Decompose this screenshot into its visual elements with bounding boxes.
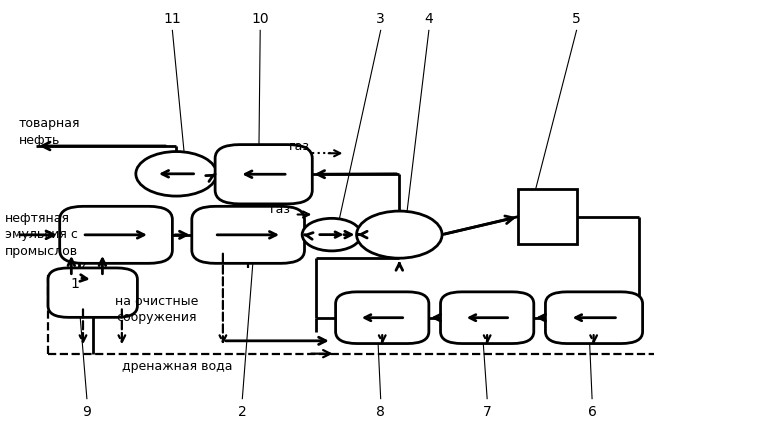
Text: на очистные
сооружения: на очистные сооружения bbox=[115, 294, 199, 324]
Text: 6: 6 bbox=[587, 405, 597, 418]
FancyBboxPatch shape bbox=[215, 145, 312, 204]
Text: 11: 11 bbox=[164, 12, 181, 25]
Text: 3: 3 bbox=[376, 12, 385, 25]
FancyBboxPatch shape bbox=[545, 292, 643, 344]
Text: 8: 8 bbox=[376, 405, 385, 418]
Text: 10: 10 bbox=[251, 12, 269, 25]
FancyBboxPatch shape bbox=[48, 268, 137, 318]
Text: дренажная вода: дренажная вода bbox=[122, 359, 232, 372]
Text: нефтяная
эмульсия с
промыслов: нефтяная эмульсия с промыслов bbox=[5, 211, 79, 257]
Circle shape bbox=[136, 152, 217, 197]
FancyBboxPatch shape bbox=[60, 207, 172, 264]
Circle shape bbox=[356, 212, 442, 258]
Text: газ: газ bbox=[289, 140, 310, 153]
Text: 4: 4 bbox=[424, 12, 433, 25]
FancyBboxPatch shape bbox=[335, 292, 429, 344]
Text: 9: 9 bbox=[83, 405, 91, 418]
Bar bbox=[518, 189, 576, 245]
Text: 7: 7 bbox=[483, 405, 491, 418]
Text: 2: 2 bbox=[238, 405, 246, 418]
FancyBboxPatch shape bbox=[192, 207, 304, 264]
Circle shape bbox=[302, 219, 361, 251]
Text: товарная
нефть: товарная нефть bbox=[19, 117, 80, 146]
FancyBboxPatch shape bbox=[441, 292, 534, 344]
Text: 1: 1 bbox=[71, 276, 80, 290]
Text: 5: 5 bbox=[573, 12, 581, 25]
Text: газ: газ bbox=[270, 202, 290, 215]
